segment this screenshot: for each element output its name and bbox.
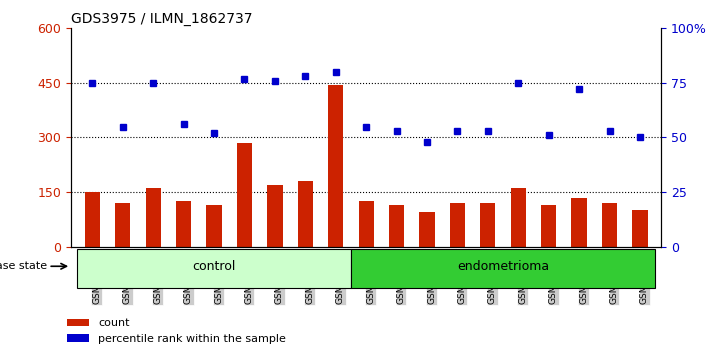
Text: GSM572763: GSM572763 [609, 250, 619, 304]
Bar [115, 203, 130, 247]
Bar [572, 198, 587, 247]
Text: disease state: disease state [0, 261, 47, 271]
Text: GSM572764: GSM572764 [336, 250, 345, 304]
Text: GSM572758: GSM572758 [518, 250, 528, 304]
Text: GSM572759: GSM572759 [549, 250, 557, 304]
Text: GSM572755: GSM572755 [183, 250, 193, 304]
Text: GSM572753: GSM572753 [123, 250, 132, 304]
Bar [85, 192, 100, 247]
Bar [602, 203, 617, 247]
Bar [146, 188, 161, 247]
Text: endometrioma: endometrioma [457, 260, 549, 273]
Text: control: control [193, 260, 236, 273]
Text: GSM572747: GSM572747 [366, 250, 375, 304]
Text: GSM572756: GSM572756 [214, 250, 223, 304]
Bar [541, 205, 556, 247]
Bar [206, 205, 222, 247]
Bar [328, 85, 343, 247]
Bar [419, 212, 434, 247]
Legend: count, percentile rank within the sample: count, percentile rank within the sample [63, 314, 290, 348]
Text: GDS3975 / ILMN_1862737: GDS3975 / ILMN_1862737 [71, 12, 252, 26]
Text: GSM572760: GSM572760 [579, 250, 588, 304]
Text: GSM572757: GSM572757 [245, 250, 254, 304]
Bar [298, 181, 313, 247]
Text: GSM572751: GSM572751 [488, 250, 497, 304]
Bar [632, 210, 648, 247]
Text: GSM572761: GSM572761 [275, 250, 284, 304]
Bar [237, 143, 252, 247]
Text: GSM572750: GSM572750 [457, 250, 466, 304]
Bar [510, 188, 526, 247]
Bar [389, 205, 404, 247]
Bar [267, 185, 282, 247]
Bar [480, 203, 496, 247]
Text: GSM572765: GSM572765 [640, 250, 649, 304]
Bar [358, 201, 374, 247]
Bar [176, 201, 191, 247]
Bar [77, 249, 351, 288]
Text: GSM572748: GSM572748 [397, 250, 405, 304]
Text: GSM572749: GSM572749 [427, 250, 436, 304]
Text: GSM572754: GSM572754 [154, 250, 162, 304]
Text: GSM572752: GSM572752 [92, 250, 102, 304]
Text: GSM572762: GSM572762 [305, 250, 314, 304]
Bar [450, 203, 465, 247]
Bar [351, 249, 655, 288]
